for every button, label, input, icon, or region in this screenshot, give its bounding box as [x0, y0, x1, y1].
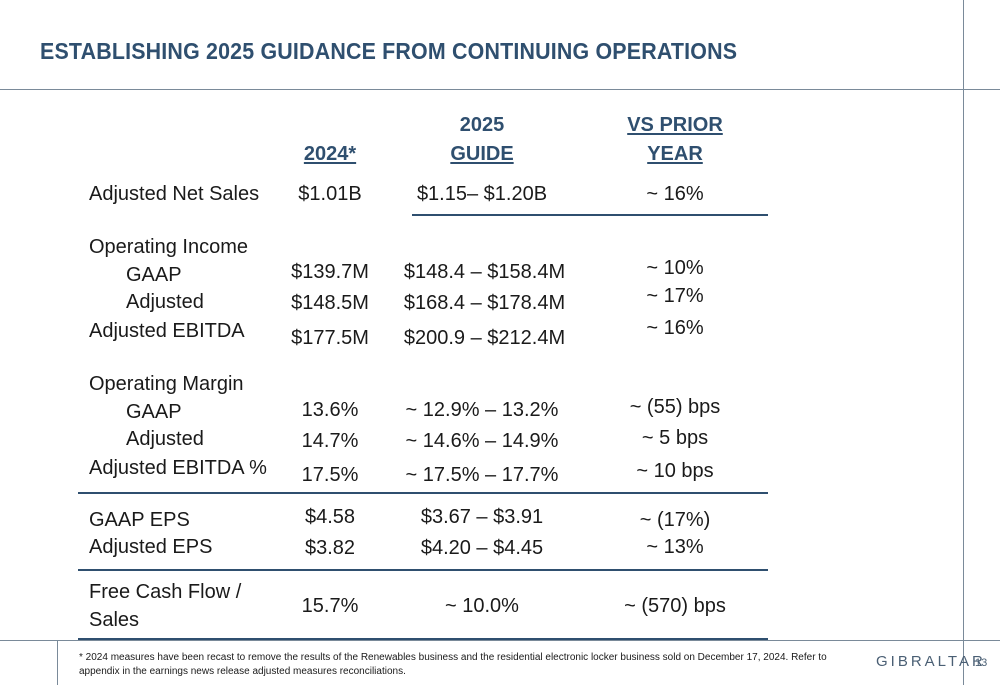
row-label-op-margin-adj: Adjusted	[126, 428, 204, 450]
fcf-2024: 15.7%	[301, 595, 359, 617]
col-header-vs-prior: VS PRIOR YEAR	[605, 111, 745, 169]
row-label-op-income-adj: Adjusted	[126, 291, 204, 313]
adj-ebitda-vs: ~ 16%	[646, 317, 704, 339]
op-margin-adj-2024: 14.7%	[301, 430, 359, 452]
footer-divider	[0, 640, 1000, 641]
rule-margin	[78, 492, 768, 494]
gaap-eps-2024: $4.58	[304, 506, 356, 528]
page-number: 13	[975, 657, 988, 669]
gaap-eps-guide: $3.67 – $3.91	[420, 506, 544, 528]
op-income-gaap-guide: $148.4 – $158.4M	[403, 261, 566, 283]
adj-ebitda-guide: $200.9 – $212.4M	[403, 327, 566, 349]
col-header-guide-line1: 2025	[459, 114, 505, 136]
adj-ebitda-pct-vs: ~ 10 bps	[636, 460, 714, 482]
fcf-guide: ~ 10.0%	[445, 595, 519, 617]
op-income-adj-vs: ~ 17%	[646, 285, 704, 307]
op-margin-gaap-guide: ~ 12.9% – 13.2%	[405, 399, 559, 421]
op-income-adj-guide: $168.4 – $178.4M	[403, 292, 566, 314]
footnote: * 2024 measures have been recast to remo…	[79, 652, 827, 677]
adj-eps-2024: $3.82	[304, 537, 356, 559]
col-header-2024: 2024*	[280, 140, 380, 169]
company-logo: GIBRALTAR	[876, 653, 986, 670]
row-label-gaap-eps: GAAP EPS	[89, 509, 190, 531]
col-header-vs-line2: YEAR	[647, 143, 703, 165]
op-income-gaap-vs: ~ 10%	[646, 257, 704, 279]
op-income-adj-2024: $148.5M	[291, 292, 369, 314]
rule-eps	[78, 569, 768, 571]
adj-ebitda-2024: $177.5M	[291, 327, 369, 349]
rule-fcf	[78, 638, 768, 640]
row-label-operating-income: Operating Income	[89, 236, 248, 258]
adj-ebitda-pct-guide: ~ 17.5% – 17.7%	[405, 464, 559, 486]
row-label-net-sales: Adjusted Net Sales	[89, 183, 260, 205]
op-margin-adj-guide: ~ 14.6% – 14.9%	[405, 430, 559, 452]
op-margin-adj-vs: ~ 5 bps	[641, 427, 709, 449]
fcf-vs: ~ (570) bps	[624, 595, 726, 617]
footer-left-line	[57, 640, 58, 685]
net-sales-vs: ~ 16%	[646, 183, 704, 205]
right-frame-line	[963, 0, 964, 685]
row-label-operating-margin: Operating Margin	[89, 373, 244, 395]
page-title: ESTABLISHING 2025 GUIDANCE FROM CONTINUI…	[40, 38, 738, 64]
adj-eps-guide: $4.20 – $4.45	[420, 537, 544, 559]
op-income-gaap-2024: $139.7M	[291, 261, 369, 283]
row-label-op-income-gaap: GAAP	[126, 264, 182, 286]
net-sales-guide: $1.15– $1.20B	[416, 183, 548, 205]
op-margin-gaap-vs: ~ (55) bps	[629, 396, 721, 418]
adj-ebitda-pct-2024: 17.5%	[301, 464, 359, 486]
col-header-2024-text: 2024*	[303, 143, 357, 165]
row-label-op-margin-gaap: GAAP	[126, 401, 182, 423]
row-label-adj-ebitda-pct: Adjusted EBITDA %	[89, 457, 267, 479]
col-header-vs-line1: VS PRIOR	[627, 114, 723, 136]
net-sales-2024: $1.01B	[298, 183, 362, 205]
adj-eps-vs: ~ 13%	[646, 536, 704, 558]
col-header-guide-line2: GUIDE	[450, 143, 514, 165]
col-header-guide: 2025 GUIDE	[412, 111, 552, 169]
row-label-adj-eps: Adjusted EPS	[89, 536, 213, 558]
title-divider	[0, 89, 1000, 90]
rule-net-sales	[412, 214, 768, 216]
row-label-fcf-line1: Free Cash Flow /	[89, 581, 242, 603]
op-margin-gaap-2024: 13.6%	[301, 399, 359, 421]
row-label-adj-ebitda: Adjusted EBITDA	[89, 320, 245, 342]
gaap-eps-vs: ~ (17%)	[639, 509, 711, 531]
row-label-fcf-line2: Sales	[89, 609, 140, 631]
